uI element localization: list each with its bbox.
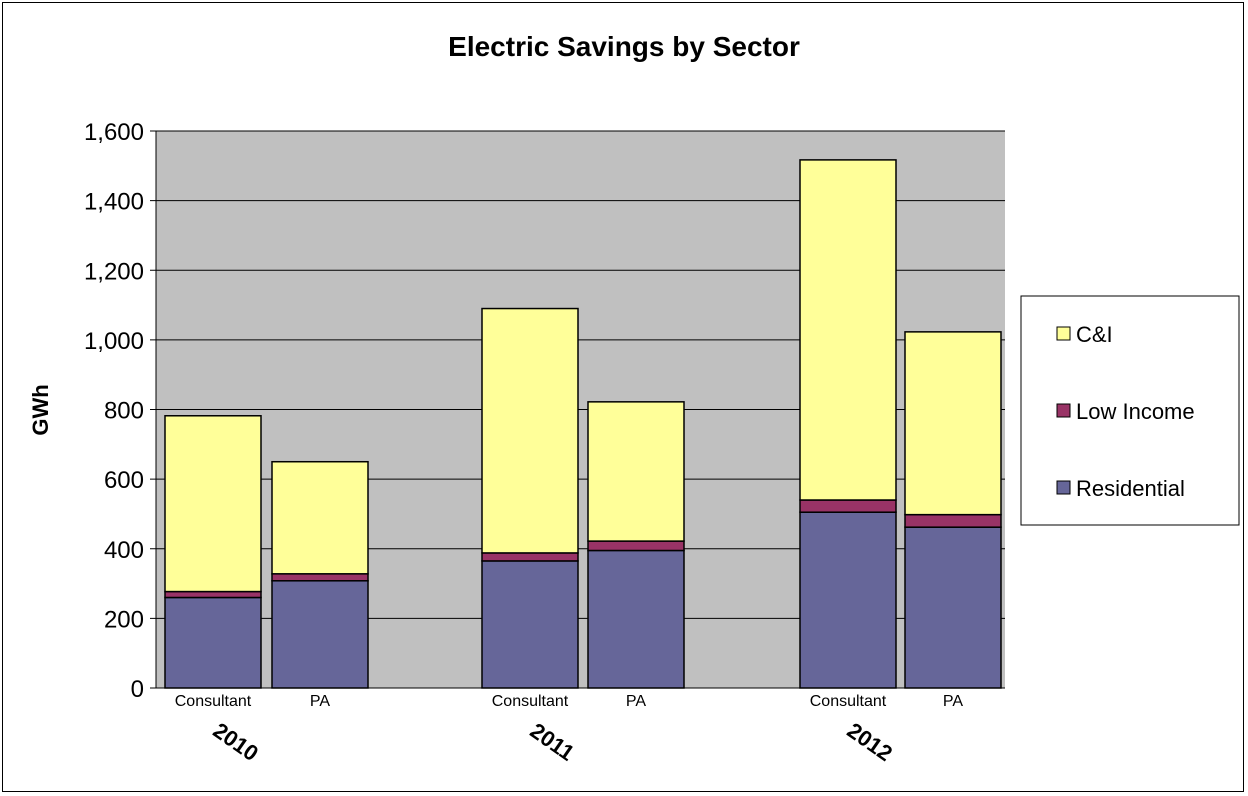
chart-title: Electric Savings by Sector <box>448 31 800 62</box>
legend-label: Low Income <box>1076 399 1195 424</box>
x-group-label: 2010 <box>209 718 263 767</box>
bars <box>164 159 1002 689</box>
bar-low-income <box>799 499 897 513</box>
y-tick-label: 1,000 <box>84 328 144 355</box>
bar-residential <box>587 549 685 689</box>
bar-residential <box>271 580 369 689</box>
bar-c-i <box>587 401 685 542</box>
y-tick-label: 1,400 <box>84 189 144 216</box>
bar-c-i <box>164 415 262 593</box>
y-tick-label: 800 <box>104 398 144 425</box>
y-axis-ticks: 0 200 400 600 800 1,000 1,200 1,400 1,600 <box>84 119 156 703</box>
y-tick-label: 600 <box>104 467 144 494</box>
bar-low-income <box>904 513 1002 528</box>
x-group-label: 2011 <box>526 718 579 766</box>
legend: C&I Low Income Residential <box>1020 295 1240 526</box>
bar-c-i <box>799 159 897 501</box>
y-axis-label: GWh <box>28 384 53 435</box>
x-category-label: PA <box>943 693 963 710</box>
legend-label: C&I <box>1076 322 1113 347</box>
bar-residential <box>799 511 897 689</box>
y-tick-label: 1,600 <box>84 119 144 146</box>
bar-c-i <box>904 331 1002 516</box>
x-category-label: PA <box>310 693 330 710</box>
x-category-label: Consultant <box>810 693 887 710</box>
x-category-label: Consultant <box>492 693 569 710</box>
y-tick-label: 200 <box>104 606 144 633</box>
x-category-label: Consultant <box>175 693 252 710</box>
x-axis-labels: Consultant PA Consultant PA Consultant PA 2010… <box>175 693 964 766</box>
bar-c-i <box>271 460 369 575</box>
legend-swatch <box>1056 326 1071 341</box>
y-tick-label: 1,200 <box>84 258 144 285</box>
y-tick-label: 0 <box>131 676 144 703</box>
bar-low-income <box>481 552 579 562</box>
bar-residential <box>904 526 1002 689</box>
legend-label: Residential <box>1076 476 1185 501</box>
bar-residential <box>481 560 579 689</box>
bar-low-income <box>164 590 262 599</box>
bar-c-i <box>481 307 579 554</box>
bar-low-income <box>587 540 685 552</box>
x-group-label: 2012 <box>843 718 897 767</box>
legend-swatch <box>1056 403 1071 418</box>
bar-residential <box>164 596 262 689</box>
x-category-label: PA <box>626 693 646 710</box>
y-tick-label: 400 <box>104 537 144 564</box>
bar-low-income <box>271 573 369 582</box>
legend-swatch <box>1056 480 1071 495</box>
